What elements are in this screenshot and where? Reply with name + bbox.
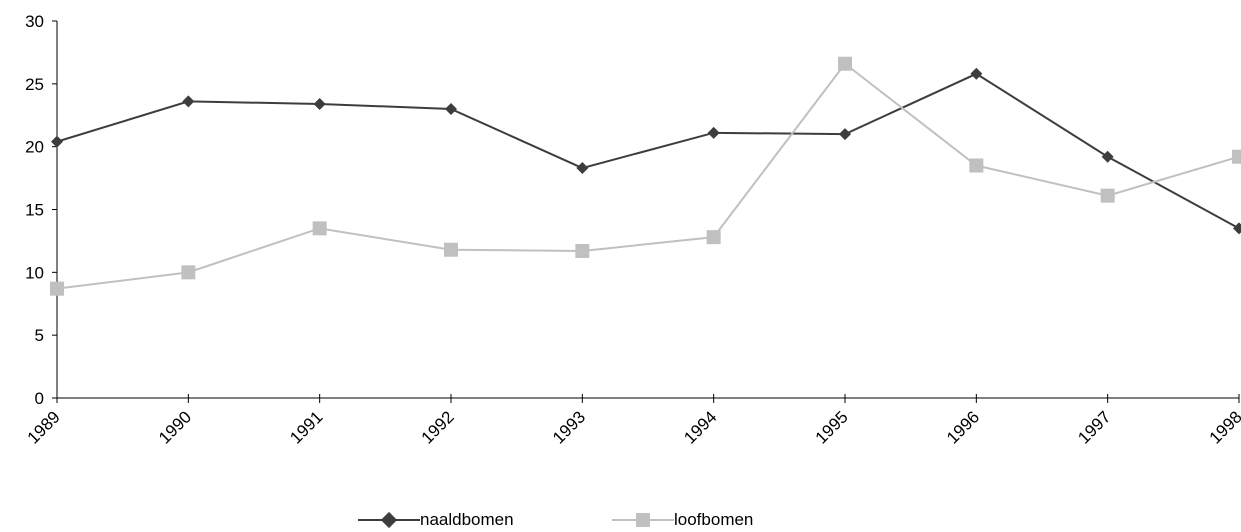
series-naaldbomen — [51, 67, 1241, 235]
x-tick-label: 1990 — [155, 407, 195, 447]
data-point-naaldbomen — [839, 128, 851, 141]
legend-label-loofbomen: loofbomen — [674, 510, 754, 529]
y-tick-label: 5 — [35, 326, 44, 345]
data-point-loofbomen — [575, 243, 590, 258]
series-loofbomen — [50, 56, 1241, 296]
data-point-loofbomen — [1232, 149, 1241, 164]
y-tick-label: 0 — [35, 389, 44, 408]
axes: 0 5 10 15 20 25 30 1989 1990 1991 1992 1993 1994 1995… — [24, 12, 1241, 448]
data-point-naaldbomen — [51, 135, 63, 148]
x-tick-label: 1993 — [549, 407, 589, 447]
x-tick-label: 1989 — [24, 407, 64, 447]
y-tick-label: 20 — [25, 138, 44, 157]
x-tick-label: 1996 — [943, 407, 983, 447]
y-tick-label: 15 — [25, 201, 44, 220]
legend-swatch-naaldbomen — [358, 511, 420, 529]
data-point-naaldbomen — [182, 95, 195, 108]
series-layer — [50, 56, 1241, 296]
line-chart: 0 5 10 15 20 25 30 1989 1990 1991 1992 1993 1994 1995… — [24, 12, 1241, 448]
data-point-naaldbomen — [445, 102, 457, 115]
y-tick-label: 10 — [25, 263, 44, 282]
x-tick-label: 1991 — [286, 407, 326, 447]
legend-label-naaldbomen: naaldbomen — [420, 510, 514, 529]
data-point-loofbomen — [969, 158, 984, 173]
data-point-loofbomen — [838, 56, 852, 71]
data-point-naaldbomen — [1233, 222, 1241, 235]
data-point-naaldbomen — [1101, 150, 1114, 163]
x-tick-label: 1994 — [680, 407, 720, 447]
data-point-naaldbomen — [707, 126, 720, 139]
diamond-marker-icon — [380, 511, 398, 529]
series-line-naaldbomen — [56, 72, 1240, 230]
data-point-naaldbomen — [576, 162, 589, 175]
data-point-loofbomen — [50, 281, 64, 296]
y-tick-label: 25 — [25, 75, 44, 94]
x-tick-label: 1992 — [418, 407, 458, 447]
legend: naaldbomen loofbomen — [0, 508, 1241, 532]
legend-item-loofbomen: loofbomen — [612, 510, 753, 530]
x-tick-label: 1997 — [1074, 407, 1114, 447]
y-tick-label: 30 — [25, 12, 44, 31]
data-point-loofbomen — [1100, 188, 1115, 203]
data-point-loofbomen — [706, 230, 721, 245]
data-point-naaldbomen — [970, 67, 983, 80]
x-tick-label: 1998 — [1206, 407, 1241, 447]
x-tick-label: 1995 — [812, 407, 852, 447]
data-point-loofbomen — [181, 265, 196, 280]
legend-swatch-loofbomen — [612, 512, 674, 528]
series-line-loofbomen — [56, 62, 1240, 290]
data-point-loofbomen — [312, 221, 327, 236]
data-point-loofbomen — [444, 242, 458, 257]
data-point-naaldbomen — [313, 97, 326, 110]
legend-item-naaldbomen: naaldbomen — [358, 510, 514, 530]
square-marker-icon — [636, 513, 650, 527]
